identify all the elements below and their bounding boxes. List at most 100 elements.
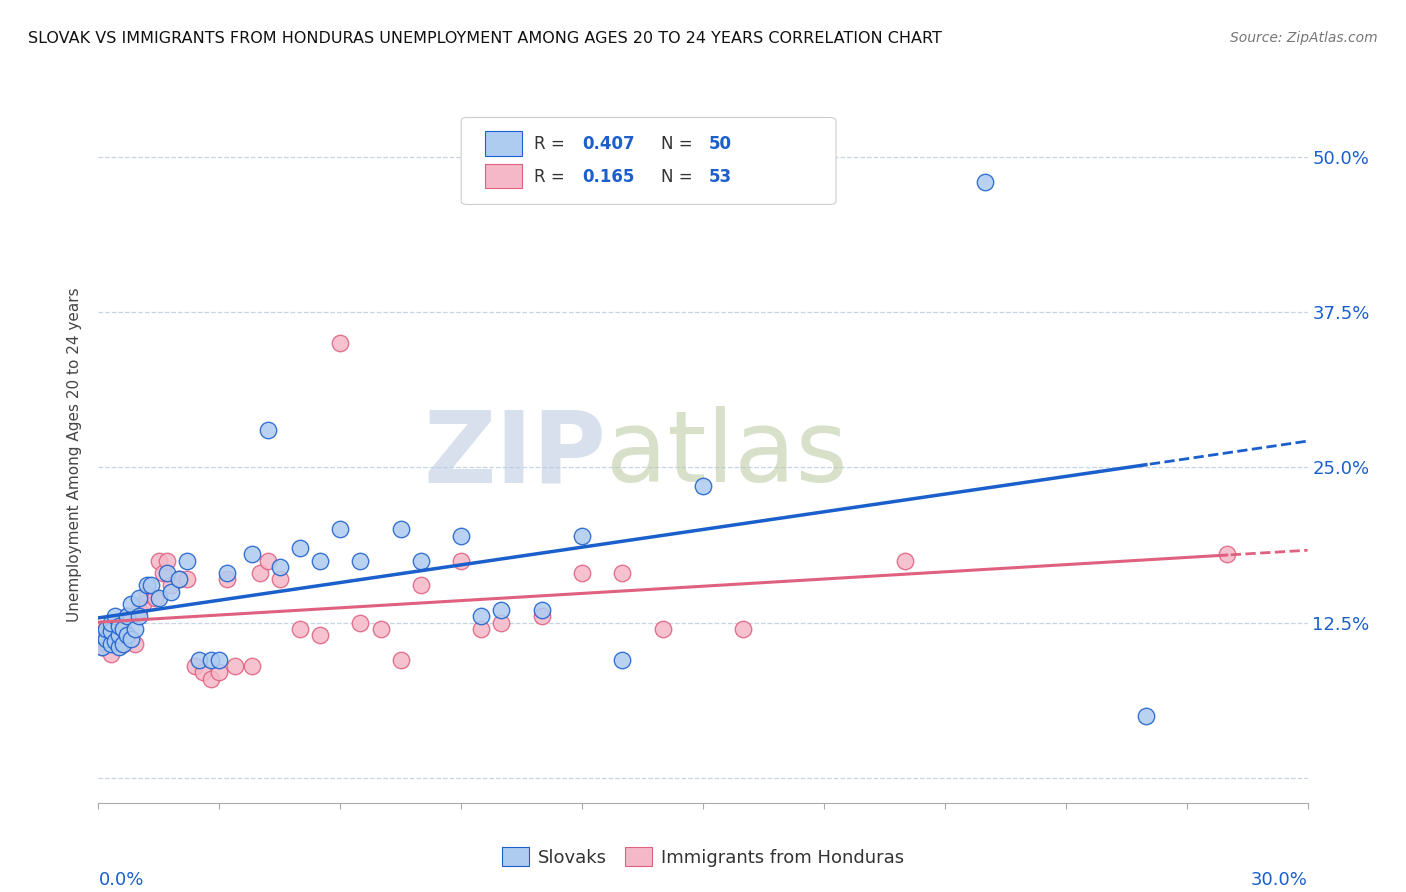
Text: 50: 50 xyxy=(709,135,733,153)
Text: 53: 53 xyxy=(709,168,733,186)
Point xyxy=(329,336,352,351)
Point xyxy=(470,622,492,636)
FancyBboxPatch shape xyxy=(485,131,522,156)
Point xyxy=(124,622,146,636)
Point xyxy=(128,603,150,617)
Point xyxy=(91,628,114,642)
Point xyxy=(128,591,150,605)
Point xyxy=(120,597,142,611)
Text: N =: N = xyxy=(661,168,697,186)
Point xyxy=(974,175,997,189)
Point xyxy=(156,566,179,580)
Point xyxy=(249,566,271,580)
Point xyxy=(135,587,157,601)
Point xyxy=(256,553,278,567)
Text: Source: ZipAtlas.com: Source: ZipAtlas.com xyxy=(1230,31,1378,45)
Point xyxy=(152,566,174,580)
Point xyxy=(103,609,125,624)
Point xyxy=(96,622,118,636)
Point xyxy=(132,597,155,611)
Point xyxy=(193,665,215,680)
Point xyxy=(91,622,114,636)
Point xyxy=(692,479,714,493)
Point xyxy=(612,653,634,667)
Point xyxy=(96,628,118,642)
Point xyxy=(100,624,122,639)
Point xyxy=(530,609,553,624)
Point xyxy=(120,632,142,646)
Point xyxy=(115,628,138,642)
Point xyxy=(200,672,222,686)
Point xyxy=(167,572,190,586)
Point xyxy=(1216,547,1239,561)
Point xyxy=(120,632,142,646)
Point xyxy=(1135,708,1157,723)
Point xyxy=(139,578,162,592)
Point xyxy=(256,423,278,437)
Point xyxy=(530,603,553,617)
Point xyxy=(370,622,392,636)
Point xyxy=(124,637,146,651)
Point xyxy=(100,624,122,639)
Text: R =: R = xyxy=(534,135,569,153)
Point xyxy=(651,622,673,636)
Text: R =: R = xyxy=(534,168,569,186)
Point xyxy=(111,624,134,639)
Point xyxy=(111,622,134,636)
Point xyxy=(208,653,231,667)
Point xyxy=(135,578,157,592)
Point xyxy=(612,566,634,580)
Point xyxy=(409,578,432,592)
Legend: Slovaks, Immigrants from Honduras: Slovaks, Immigrants from Honduras xyxy=(495,840,911,874)
Point xyxy=(893,553,915,567)
Text: 0.407: 0.407 xyxy=(582,135,634,153)
Point xyxy=(224,659,246,673)
Point xyxy=(470,609,492,624)
Point xyxy=(329,523,352,537)
Point xyxy=(115,609,138,624)
Point xyxy=(160,584,183,599)
Point xyxy=(107,640,129,655)
Point xyxy=(100,647,122,661)
Point xyxy=(208,665,231,680)
Point xyxy=(349,615,371,630)
Point xyxy=(389,523,412,537)
Point xyxy=(450,529,472,543)
Point xyxy=(240,659,263,673)
Point xyxy=(100,615,122,630)
Point xyxy=(217,566,239,580)
Point xyxy=(184,659,207,673)
Point xyxy=(240,547,263,561)
Point xyxy=(409,553,432,567)
Point xyxy=(288,541,311,555)
FancyBboxPatch shape xyxy=(485,164,522,188)
Point xyxy=(96,632,118,646)
Point xyxy=(309,628,332,642)
Y-axis label: Unemployment Among Ages 20 to 24 years: Unemployment Among Ages 20 to 24 years xyxy=(67,287,83,623)
Point xyxy=(269,559,291,574)
Point xyxy=(148,591,170,605)
Point xyxy=(188,653,211,667)
Point xyxy=(115,609,138,624)
Point xyxy=(571,566,593,580)
Point xyxy=(103,634,125,648)
Point xyxy=(491,603,513,617)
Point xyxy=(128,609,150,624)
Point xyxy=(96,637,118,651)
Point xyxy=(389,653,412,667)
Point xyxy=(571,529,593,543)
Point xyxy=(309,553,332,567)
Point xyxy=(111,637,134,651)
Point xyxy=(450,553,472,567)
Text: 30.0%: 30.0% xyxy=(1251,871,1308,889)
Point xyxy=(107,622,129,636)
Point xyxy=(176,553,198,567)
Text: ZIP: ZIP xyxy=(423,407,606,503)
Point xyxy=(733,622,755,636)
Point xyxy=(160,578,183,592)
Point xyxy=(91,640,114,655)
Point xyxy=(91,640,114,655)
Point xyxy=(100,637,122,651)
Point xyxy=(288,622,311,636)
FancyBboxPatch shape xyxy=(461,118,837,204)
